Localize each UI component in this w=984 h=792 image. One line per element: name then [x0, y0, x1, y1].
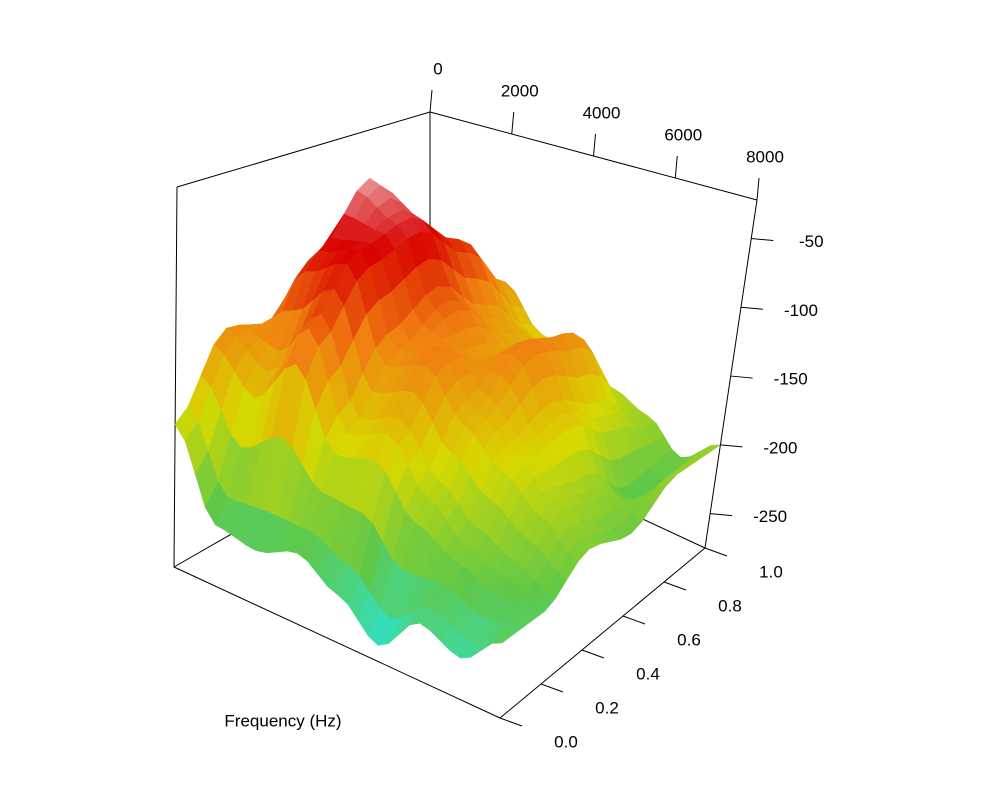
x-tick	[756, 177, 760, 201]
y-tick-label: 0.2	[595, 698, 619, 717]
z-tick	[730, 375, 753, 379]
surface-patch	[490, 634, 514, 644]
y-tick	[663, 581, 687, 591]
z-tick	[740, 306, 764, 310]
box-edge	[173, 186, 178, 568]
z-tick	[710, 513, 733, 517]
box-edge	[176, 111, 431, 188]
z-tick	[751, 238, 774, 242]
x-tick	[511, 111, 515, 135]
x-tick-label: 8000	[746, 147, 784, 166]
x-tick	[593, 133, 596, 157]
x-tick-label: 6000	[664, 125, 702, 144]
y-tick	[540, 683, 564, 693]
surface-patch	[698, 444, 722, 454]
box-edge	[173, 566, 501, 719]
y-tick	[622, 615, 646, 625]
z-tick-label: -200	[763, 438, 797, 457]
x-tick-label: 0	[433, 59, 442, 78]
x-tick	[674, 155, 678, 179]
y-tick-label: 0.0	[554, 732, 578, 751]
y-tick-label: 0.8	[718, 596, 742, 615]
z-tick-label: -100	[784, 301, 818, 320]
axis-title: Frequency (Hz)	[224, 711, 341, 730]
y-tick-label: 0.6	[677, 630, 701, 649]
y-tick-label: 0.4	[636, 664, 660, 683]
z-tick	[720, 444, 743, 448]
y-tick	[704, 547, 728, 557]
z-tick-label: -250	[753, 507, 787, 526]
x-tick	[429, 89, 433, 113]
y-tick	[581, 649, 605, 659]
box-edge	[704, 199, 758, 549]
y-tick	[499, 717, 523, 727]
z-tick-label: -150	[774, 370, 808, 389]
z-tick-label: -50	[799, 232, 824, 251]
x-tick-label: 4000	[583, 103, 621, 122]
box-edge	[499, 547, 706, 719]
y-tick-label: 1.0	[759, 562, 783, 581]
x-tick-label: 2000	[501, 81, 539, 100]
